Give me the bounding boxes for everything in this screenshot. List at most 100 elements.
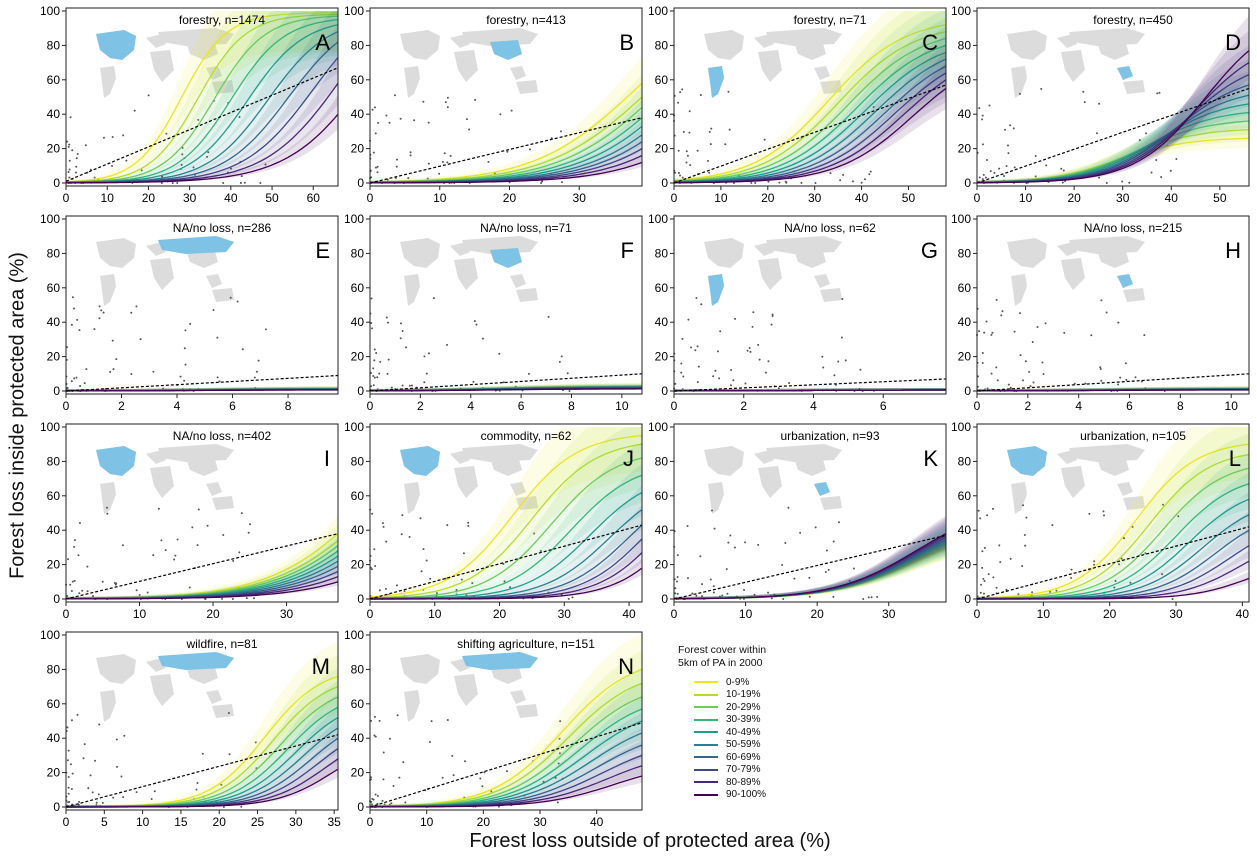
y-tick-label: 80 bbox=[655, 246, 669, 260]
scatter-point bbox=[764, 371, 767, 374]
legend-swatch bbox=[694, 793, 718, 796]
scatter-point bbox=[554, 776, 557, 779]
y-tick-label: 100 bbox=[40, 212, 60, 226]
scatter-point bbox=[67, 775, 70, 778]
scatter-point bbox=[689, 164, 692, 167]
scatter-point bbox=[984, 388, 987, 391]
scatter-point bbox=[404, 801, 407, 804]
confidence-band bbox=[370, 86, 642, 183]
scatter-point bbox=[821, 355, 824, 358]
confidence-band bbox=[977, 427, 1249, 599]
scatter-point bbox=[749, 350, 752, 353]
scatter-point bbox=[981, 143, 984, 146]
y-tick-label: 60 bbox=[655, 281, 669, 295]
confidence-band bbox=[370, 385, 642, 391]
confidence-band bbox=[370, 383, 642, 391]
scatter-point bbox=[85, 368, 88, 371]
legend-label: 50-59% bbox=[726, 739, 761, 751]
scatter-point bbox=[67, 749, 70, 752]
panel-frame bbox=[673, 215, 947, 395]
legend-label: 10-19% bbox=[726, 689, 761, 701]
confidence-band bbox=[66, 693, 338, 807]
y-tick-label: 20 bbox=[351, 350, 365, 364]
continent-shape bbox=[150, 466, 174, 498]
confidence-band bbox=[977, 387, 1249, 391]
x-tick-label: 60 bbox=[307, 191, 321, 205]
x-tick-label: 30 bbox=[558, 607, 572, 621]
continent-shape bbox=[814, 274, 830, 288]
scatter-point bbox=[1042, 372, 1045, 375]
y-tick-label: 0 bbox=[357, 800, 364, 814]
scatter-point bbox=[409, 154, 412, 157]
y-tick-label: 0 bbox=[964, 592, 971, 606]
scatter-point bbox=[197, 508, 200, 511]
scatter-point bbox=[423, 355, 426, 358]
continent-shape bbox=[100, 274, 116, 306]
scatter-point bbox=[201, 752, 204, 755]
confidence-band bbox=[370, 753, 642, 807]
scatter-point bbox=[1062, 169, 1065, 172]
scatter-point bbox=[396, 158, 399, 161]
x-tick-label: 4 bbox=[467, 399, 474, 413]
x-tick-label: 10 bbox=[428, 607, 442, 621]
scatter-point bbox=[680, 362, 683, 365]
scatter-point bbox=[696, 380, 699, 383]
scatter-point bbox=[173, 558, 176, 561]
scatter-point bbox=[1003, 175, 1006, 178]
scatter-point bbox=[983, 579, 986, 582]
scatter-point bbox=[979, 591, 982, 594]
scatter-point bbox=[844, 359, 847, 362]
scatter-point bbox=[228, 753, 231, 756]
scatter-point bbox=[467, 521, 470, 524]
scatter-point bbox=[67, 558, 70, 561]
scatter-point bbox=[398, 776, 401, 779]
scatter-point bbox=[75, 376, 78, 379]
scatter-point bbox=[381, 799, 384, 802]
scatter-point bbox=[752, 311, 755, 314]
y-tick-label: 60 bbox=[351, 73, 365, 87]
confidence-band bbox=[977, 15, 1249, 183]
fitted-curve bbox=[65, 15, 339, 184]
scatter-point bbox=[784, 180, 787, 183]
panel-subtitle: NA/no loss, n=402 bbox=[173, 429, 272, 443]
world-map-inset bbox=[1007, 236, 1145, 306]
scatter-point bbox=[1045, 164, 1048, 167]
scatter-point bbox=[68, 168, 71, 171]
scatter-point bbox=[714, 369, 717, 372]
scatter-point bbox=[1171, 597, 1174, 600]
scatter-point bbox=[69, 583, 72, 586]
scatter-point bbox=[188, 586, 191, 589]
continent-shape bbox=[206, 690, 222, 704]
scatter-point bbox=[988, 104, 991, 107]
x-tick-label: 0 bbox=[367, 607, 374, 621]
confidence-band bbox=[977, 453, 1249, 599]
confidence-band bbox=[370, 138, 642, 183]
x-tick-label: 30 bbox=[808, 191, 822, 205]
scatter-point bbox=[1049, 590, 1052, 593]
scatter-point bbox=[800, 181, 803, 184]
scatter-point bbox=[1093, 563, 1096, 566]
x-tick-label: 0 bbox=[974, 191, 981, 205]
scatter-point bbox=[427, 162, 430, 165]
scatter-point bbox=[432, 297, 435, 300]
fitted-curve bbox=[976, 453, 1250, 600]
scatter-point bbox=[1095, 132, 1098, 135]
x-tick-label: 25 bbox=[251, 815, 265, 829]
scatter-point bbox=[376, 388, 379, 391]
scatter-point bbox=[1143, 334, 1146, 337]
scatter-point bbox=[984, 176, 987, 179]
scatter-point bbox=[196, 544, 199, 547]
scatter-point bbox=[998, 167, 1001, 170]
scatter-point bbox=[690, 346, 693, 349]
y-tick-label: 40 bbox=[47, 315, 61, 329]
scatter-point bbox=[498, 352, 501, 355]
legend-label: 90-100% bbox=[726, 789, 767, 801]
scatter-point bbox=[371, 327, 374, 330]
scatter-point bbox=[700, 303, 703, 306]
scatter-point bbox=[86, 565, 89, 568]
scatter-point bbox=[982, 173, 985, 176]
scatter-point bbox=[851, 180, 854, 183]
confidence-band bbox=[370, 155, 642, 183]
scatter-point bbox=[708, 130, 711, 133]
x-tick-label: 6 bbox=[229, 399, 236, 413]
